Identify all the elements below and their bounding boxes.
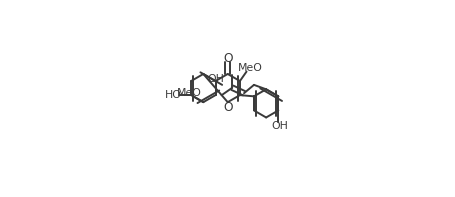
Text: O: O [223, 52, 233, 65]
Text: MeO: MeO [238, 63, 263, 73]
Text: OH: OH [207, 74, 224, 84]
Text: OH: OH [271, 121, 288, 131]
Text: O: O [223, 101, 233, 114]
Text: HO: HO [165, 90, 182, 100]
Text: MeO: MeO [177, 88, 202, 98]
